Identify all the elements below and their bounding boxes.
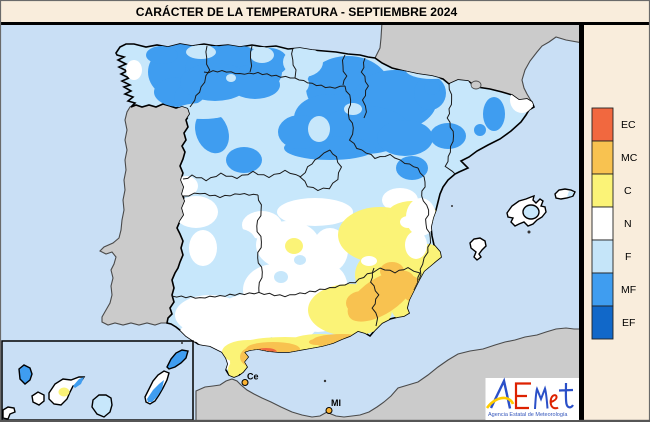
svg-text:C: C <box>624 185 632 197</box>
svg-text:Ce: Ce <box>247 372 259 382</box>
svg-text:N: N <box>624 218 632 230</box>
svg-text:EF: EF <box>622 317 635 329</box>
svg-text:MF: MF <box>621 284 636 296</box>
svg-text:EC: EC <box>621 119 636 131</box>
svg-text:F: F <box>625 251 631 263</box>
svg-text:Agencia Estatal de Meteorologí: Agencia Estatal de Meteorología <box>488 412 568 418</box>
svg-text:MI: MI <box>331 398 341 408</box>
svg-text:MC: MC <box>621 152 638 164</box>
svg-text:CARÁCTER DE LA TEMPERATURA - S: CARÁCTER DE LA TEMPERATURA - SEPTIEMBRE … <box>136 4 458 19</box>
